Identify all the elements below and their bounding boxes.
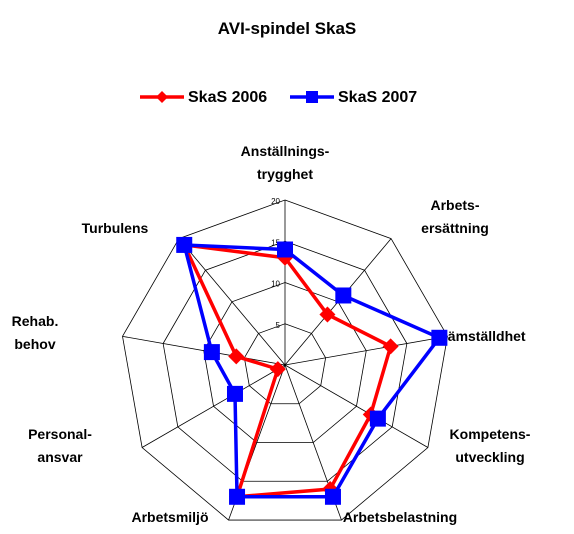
legend-label: SkaS 2007 (338, 89, 417, 106)
legend-label: SkaS 2006 (188, 89, 267, 106)
data-point (319, 306, 336, 323)
category-label: Kompetens-utveckling (450, 426, 531, 465)
r-tick-label: 15 (271, 238, 280, 247)
grid-ring (122, 199, 448, 521)
data-point (335, 287, 352, 304)
axis-line (284, 364, 429, 448)
data-point (431, 329, 448, 346)
axis-line (284, 335, 448, 366)
chart-title: AVI-spindel SkaS (218, 19, 357, 38)
category-label: Rehab. behov (12, 313, 59, 352)
legend-marker (306, 91, 318, 103)
data-point (226, 385, 243, 402)
category-label: Personal-ansvar (28, 426, 92, 465)
data-point (203, 344, 220, 361)
legend-marker (156, 91, 168, 103)
data-point (228, 348, 245, 365)
data-point (382, 338, 399, 355)
series-line (181, 242, 393, 499)
data-point (277, 241, 293, 258)
series-line (181, 243, 443, 499)
category-label: Arbetsbelastning (343, 509, 457, 525)
category-label: Turbulens (82, 220, 149, 236)
grid-ring (243, 323, 327, 405)
grid-ring (162, 240, 408, 482)
category-label: Arbetsmiljö (131, 509, 208, 525)
axis-line (122, 335, 286, 366)
axis-line (141, 364, 286, 448)
category-label: Jämställdhet (440, 328, 526, 344)
data-point (176, 236, 193, 253)
axis-line (178, 238, 286, 366)
r-tick-label: 20 (271, 197, 280, 206)
data-point (269, 361, 286, 378)
r-tick-label: 5 (276, 321, 281, 330)
category-label: Arbets-ersättning (421, 197, 489, 236)
data-point (229, 488, 246, 505)
data-point (369, 410, 386, 427)
category-label: Anställnings-trygghet (241, 143, 330, 182)
r-tick-label: 10 (271, 280, 280, 289)
data-point (324, 488, 341, 505)
